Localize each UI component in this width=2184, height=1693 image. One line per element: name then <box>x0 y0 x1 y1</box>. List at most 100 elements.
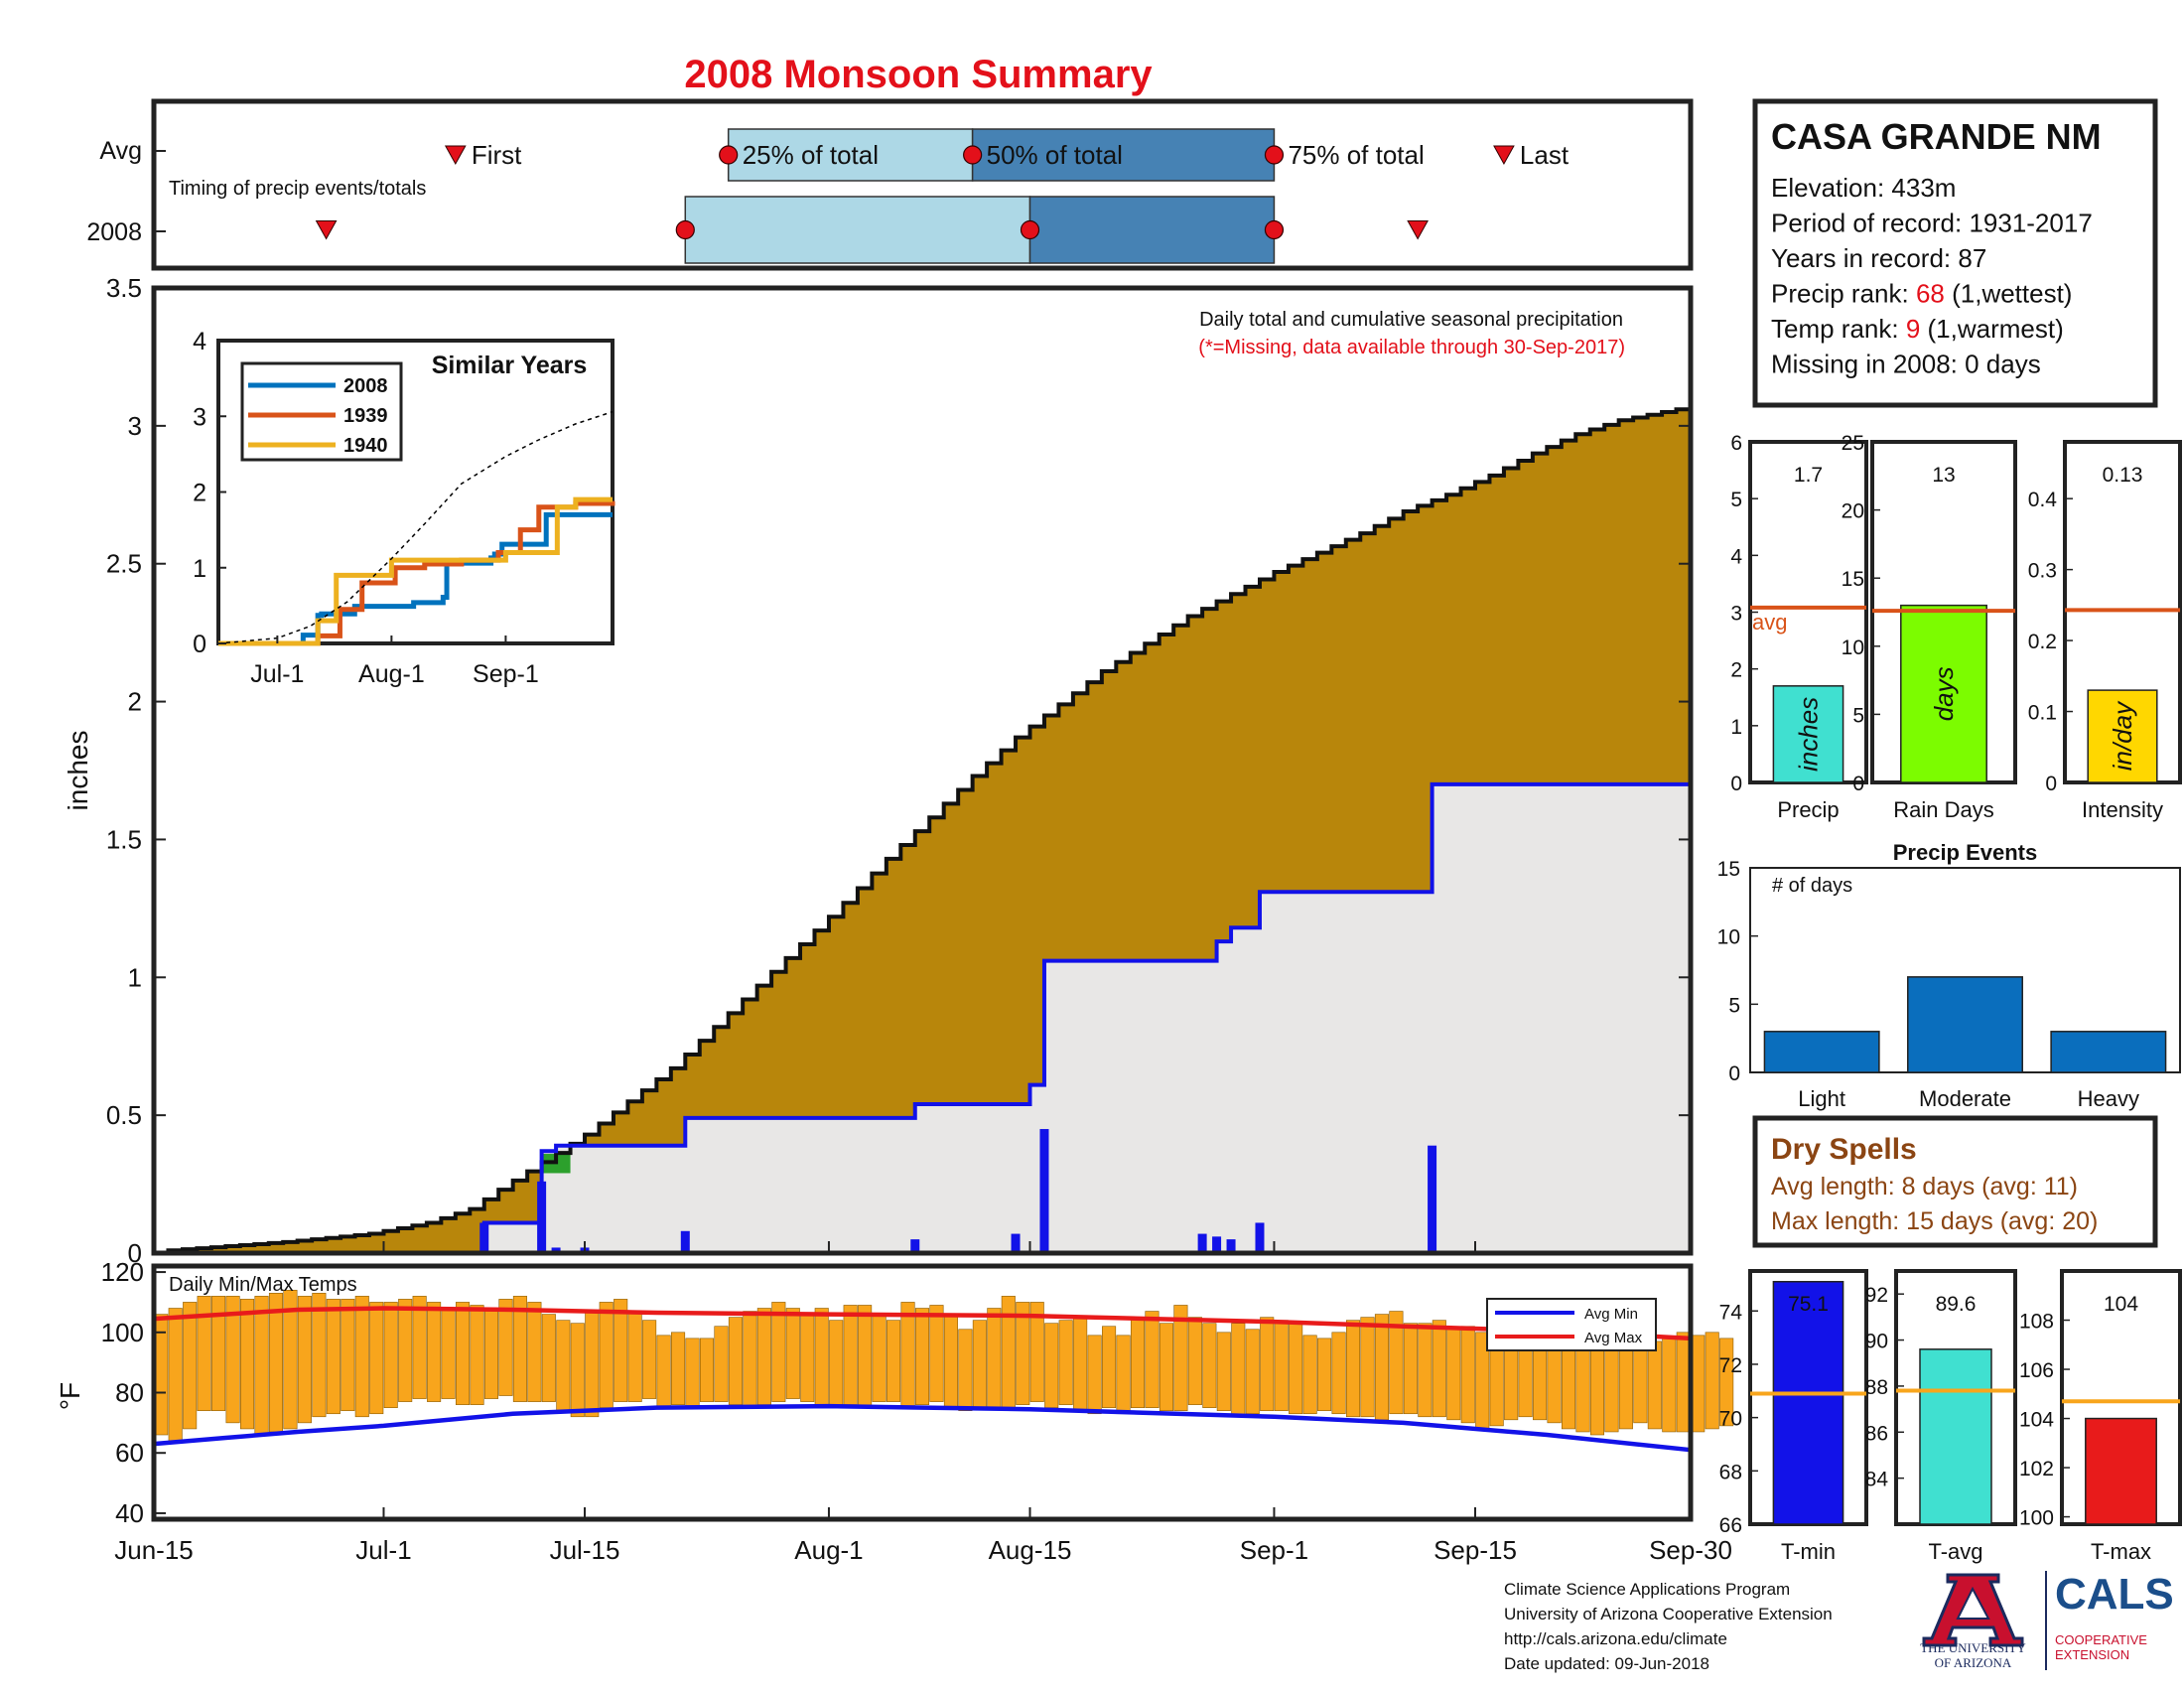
station-info-value: 87 <box>1958 243 1986 273</box>
daily-temp-bar <box>512 1296 527 1402</box>
main-missing-note: (*=Missing, data available through 30-Se… <box>1198 337 1625 358</box>
precip-events-y-tick-label: 5 <box>1728 994 1740 1017</box>
small-panel-y-tick-label: 0.4 <box>2028 489 2058 511</box>
timing-event-marker <box>1493 145 1515 166</box>
station-info-value: 1931-2017 <box>1969 209 2092 238</box>
daily-temp-bar <box>456 1302 471 1405</box>
daily-temp-bar <box>398 1299 413 1402</box>
small-panel-y-tick-label: 106 <box>2019 1359 2054 1382</box>
inset-y-tick-label: 0 <box>193 631 206 658</box>
x-tick-label: Sep-1 <box>1240 1535 1308 1565</box>
daily-temp-bar <box>1662 1338 1677 1433</box>
small-panel-y-tick-label: 100 <box>2019 1507 2054 1530</box>
daily-temp-bar <box>1216 1332 1231 1412</box>
timing-row-label: Avg <box>99 137 142 165</box>
daily-precip-bar <box>680 1230 690 1253</box>
main-y-tick-label: 1 <box>128 962 142 992</box>
daily-temp-bar <box>614 1299 628 1402</box>
main-y-tick-label: 2.5 <box>106 549 142 579</box>
ua-logo-line: THE UNIVERSITY <box>1920 1640 2026 1655</box>
station-info-label: Elevation: <box>1771 173 1891 203</box>
small-panel-bar <box>1772 685 1844 783</box>
main-y-tick-label: 3.5 <box>106 273 142 303</box>
daily-temp-bar <box>1604 1338 1619 1433</box>
daily-temp-bar <box>585 1311 600 1418</box>
temp-y-axis-label: °F <box>55 1382 85 1410</box>
cals-logo-sub: EXTENSION <box>2055 1647 2130 1662</box>
small-panel-y-tick-label: 25 <box>1842 432 1864 455</box>
x-tick-label: Sep-30 <box>1649 1535 1732 1565</box>
small-panel-y-tick-label: 102 <box>2019 1458 2054 1481</box>
daily-temp-bar <box>556 1320 571 1412</box>
daily-temp-bar <box>599 1302 614 1408</box>
daily-temp-bar <box>972 1320 987 1408</box>
avg-max-temp-line <box>153 1306 1692 1341</box>
precip-events-category: Heavy <box>2078 1086 2139 1111</box>
small-panel-y-tick-label: 0.1 <box>2028 702 2057 725</box>
daily-temp-bar <box>312 1293 327 1418</box>
footer-link[interactable]: http://cals.arizona.edu/climate <box>1504 1629 1727 1648</box>
small-panel-y-tick-label: 74 <box>1719 1301 1743 1324</box>
daily-temp-bar <box>1719 1338 1734 1427</box>
daily-temp-bar <box>1389 1311 1404 1415</box>
x-tick-label: Aug-1 <box>794 1535 863 1565</box>
daily-temp-bar <box>1446 1329 1461 1421</box>
daily-precip-bar <box>1255 1222 1265 1253</box>
small-panel-bar <box>2087 689 2158 783</box>
precip-events-y-tick-label: 10 <box>1717 926 1740 949</box>
temp-y-tick-label: 80 <box>115 1378 144 1408</box>
station-info-line: Elevation: 433m <box>1771 173 1956 203</box>
daily-temp-bar <box>297 1296 312 1424</box>
inset-series-line-avg <box>217 410 614 644</box>
daily-temp-bar <box>1691 1335 1706 1433</box>
station-info-line: Precip rank: 68 (1,wettest) <box>1771 279 2072 309</box>
daily-temp-bar <box>369 1302 384 1415</box>
timing-label-75: 75% of total <box>1288 140 1424 170</box>
small-panel-category: T-max <box>2091 1539 2151 1564</box>
daily-temp-bar <box>1274 1320 1289 1412</box>
daily-temp-bar <box>1418 1323 1433 1418</box>
page-title: 2008 Monsoon Summary <box>684 53 1153 96</box>
footer-date: Date updated: 09-Jun-2018 <box>1504 1654 1709 1673</box>
footer-credits: Climate Science Applications Program Uni… <box>1504 1577 1833 1676</box>
daily-temp-bar <box>211 1296 226 1412</box>
daily-temp-bar <box>887 1320 901 1402</box>
main-y-tick-label: 2 <box>128 687 142 717</box>
daily-temp-bar <box>1058 1320 1073 1405</box>
small-panel-y-tick-label: 0 <box>1730 773 1742 795</box>
timing-box-25-50 <box>727 128 974 182</box>
inset-y-tick-label: 3 <box>193 403 206 431</box>
precip-events-y-tick-label: 0 <box>1728 1062 1740 1085</box>
inset-legend-label: 1940 <box>343 435 388 457</box>
timing-label-25: 25% of total <box>743 140 879 170</box>
cals-logo-sub: COOPERATIVE <box>2055 1632 2147 1647</box>
inset-title: Similar Years <box>432 352 588 379</box>
small-panel-category: Precip <box>1777 797 1839 822</box>
small-panel-y-tick-label: 15 <box>1842 568 1864 591</box>
station-info-label: Period of record: <box>1771 209 1969 238</box>
daily-temp-bar <box>858 1305 873 1408</box>
small-panel-y-tick-label: 84 <box>1865 1469 1889 1491</box>
timing-event-marker <box>315 220 338 240</box>
timing-quantile-marker <box>675 219 695 240</box>
daily-temp-bar <box>1647 1340 1662 1430</box>
small-panel-y-tick-label: 108 <box>2019 1311 2054 1334</box>
ua-logo-text: THE UNIVERSITY OF ARIZONA <box>1911 1640 2035 1670</box>
daily-temp-bar <box>1289 1323 1303 1415</box>
small-panel-value: 0.13 <box>2103 464 2143 487</box>
daily-temp-bar <box>1260 1317 1275 1412</box>
dry-spells-avg: Avg length: 8 days (avg: 11) <box>1771 1173 2078 1200</box>
daily-precip-bar <box>1428 1145 1437 1253</box>
daily-temp-bar <box>1403 1323 1418 1415</box>
daily-precip-bar <box>1197 1233 1207 1253</box>
daily-temp-bar <box>699 1338 715 1402</box>
daily-precip-bar <box>1212 1236 1222 1253</box>
daily-temp-bar <box>1360 1317 1375 1418</box>
daily-temp-bar <box>383 1302 398 1408</box>
precip-events-category: Moderate <box>1919 1086 2011 1111</box>
small-panel-value: 89.6 <box>1936 1293 1977 1316</box>
station-info-label: Missing in 2008: <box>1771 350 1965 379</box>
daily-temp-bar <box>1432 1320 1446 1418</box>
x-tick-label: Jul-15 <box>550 1535 620 1565</box>
